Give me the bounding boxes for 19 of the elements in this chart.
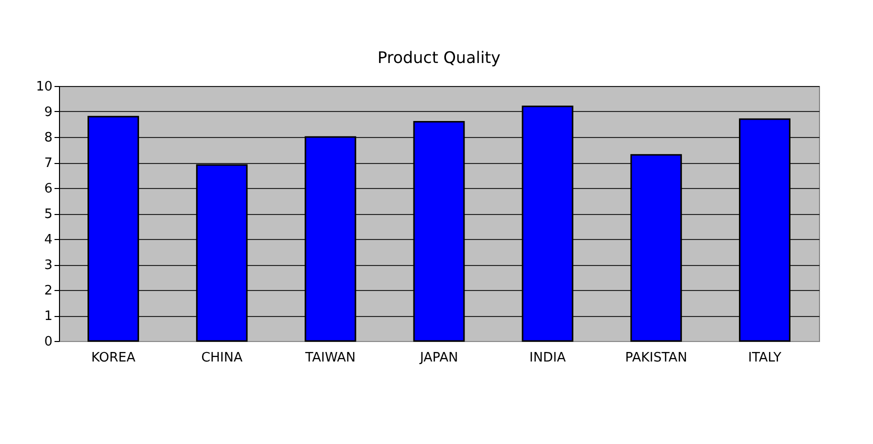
y-tick-label: 2	[44, 284, 52, 298]
x-tick-label: JAPAN	[418, 350, 458, 366]
y-tick-label: 5	[44, 207, 52, 222]
y-tick-label: 10	[36, 80, 52, 94]
x-tick-label: TAIWAN	[304, 350, 356, 366]
y-tick-label: 6	[44, 182, 52, 196]
x-tick-label: ITALY	[748, 350, 782, 366]
x-tick-label: CHINA	[201, 350, 243, 366]
y-tick-label: 3	[44, 258, 52, 273]
y-tick-label: 4	[44, 232, 52, 248]
y-tick-label: 8	[44, 130, 52, 146]
y-tick-label: 1	[44, 309, 52, 324]
x-tick-label: INDIA	[529, 350, 566, 366]
y-tick-label: 0	[44, 334, 52, 350]
y-tick-label: 9	[44, 105, 52, 120]
y-tick-label: 7	[44, 156, 52, 171]
x-tick-label: PAKISTAN	[625, 350, 688, 366]
x-tick-label: KOREA	[91, 350, 136, 366]
chart-title: Product Quality	[377, 48, 501, 67]
